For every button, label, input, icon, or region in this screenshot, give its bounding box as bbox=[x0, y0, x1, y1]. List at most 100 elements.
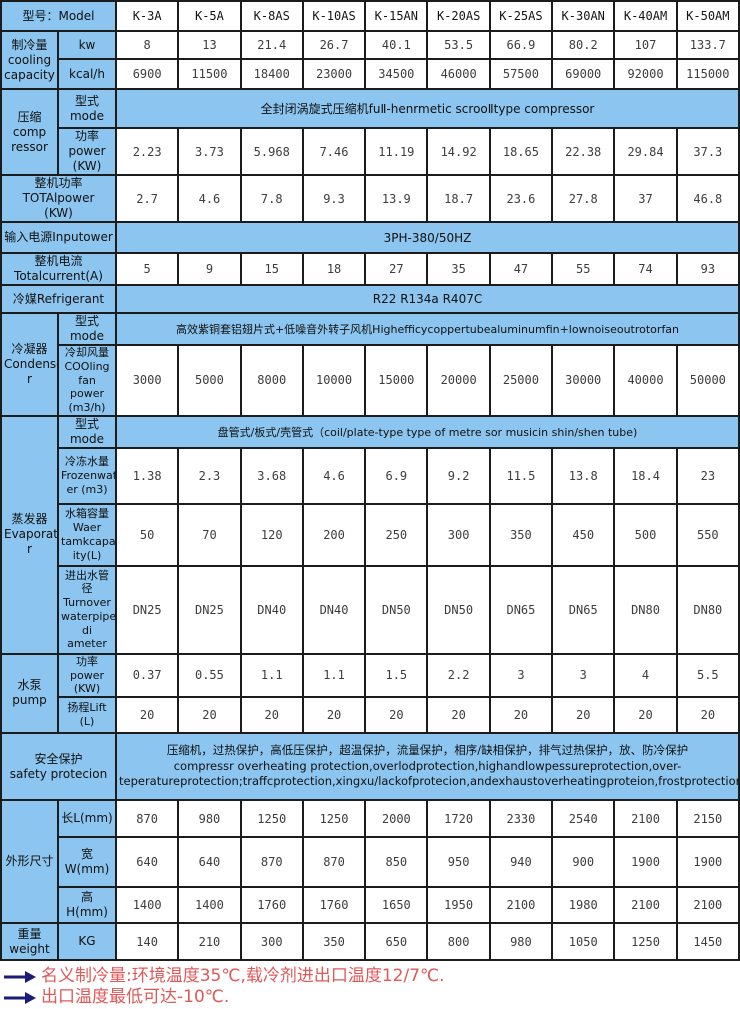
value-cell: 1250 bbox=[301, 799, 367, 838]
value-cell: 107 bbox=[613, 30, 678, 60]
footnote-text: 出口温度最低可达-10℃. bbox=[41, 987, 230, 1008]
model-header-cell: K-50AM bbox=[675, 0, 740, 32]
value-cell: 8000 bbox=[239, 344, 304, 417]
value-cell: 5.968 bbox=[239, 127, 304, 176]
value-cell: 1250 bbox=[239, 799, 304, 838]
value-cell: 1980 bbox=[551, 886, 616, 924]
value-cell: 870 bbox=[239, 836, 304, 888]
row-label-input-power: 输入电源Inputower bbox=[0, 221, 117, 254]
value-cell: 93 bbox=[675, 252, 740, 286]
value-cell: 18.65 bbox=[488, 127, 554, 176]
model-header-cell: K-8AS bbox=[239, 0, 304, 32]
value-cell: 2000 bbox=[364, 799, 429, 838]
value-cell: 6900 bbox=[114, 58, 180, 90]
value-cell: DN80 bbox=[675, 564, 740, 655]
value-cell: 11.5 bbox=[488, 446, 554, 505]
sub-label-compressor-power: 功率 power (KW) bbox=[57, 127, 117, 176]
value-cell: 4.6 bbox=[177, 174, 242, 223]
footnote-line: 名义制冷量:环境温度35℃,载冷剂进出口温度12/7℃. bbox=[4, 966, 740, 987]
value-cell: 23.6 bbox=[488, 174, 554, 223]
value-cell: 11500 bbox=[177, 58, 242, 90]
value-cell: 5.5 bbox=[675, 652, 740, 699]
footnotes: 名义制冷量:环境温度35℃,载冷剂进出口温度12/7℃. 出口温度最低可达-10… bbox=[0, 961, 740, 1009]
refrigerant-value: R22 R134a R407C bbox=[115, 284, 740, 314]
row-label-safety: 安全保护 safety protecion bbox=[0, 732, 117, 801]
value-cell: 120 bbox=[239, 502, 304, 567]
value-cell: 3.68 bbox=[239, 446, 304, 505]
model-header-cell: K-5A bbox=[177, 0, 242, 32]
group-label-compressor: 压缩 comp ressor bbox=[0, 88, 59, 176]
value-cell: 1900 bbox=[675, 836, 740, 888]
value-cell: 1760 bbox=[301, 886, 367, 924]
sub-label-width: 宽W(mm) bbox=[57, 836, 117, 888]
sub-label-evaporator-mode: 型式mode bbox=[57, 414, 117, 449]
sub-label-compressor-mode: 型式mode bbox=[57, 88, 117, 129]
value-cell: 1650 bbox=[364, 886, 429, 924]
value-cell: 1.1 bbox=[301, 652, 367, 699]
sub-label-pipe-diameter: 进出水管径 Turnover waterpipe di ameter bbox=[57, 564, 117, 655]
value-cell: 2100 bbox=[613, 799, 678, 838]
model-header-cell: K-15AN bbox=[364, 0, 429, 32]
value-cell: 3 bbox=[488, 652, 554, 699]
value-cell: 1.1 bbox=[239, 652, 304, 699]
value-cell: 940 bbox=[488, 836, 554, 888]
value-cell: 250 bbox=[364, 502, 429, 567]
value-cell: 4.6 bbox=[301, 446, 367, 505]
value-cell: 20 bbox=[177, 696, 242, 734]
value-cell: 20 bbox=[301, 696, 367, 734]
value-cell: 1.38 bbox=[114, 446, 180, 505]
sub-label-length: 长L(mm) bbox=[57, 799, 117, 838]
sub-label-frozen-water: 冷冻水量 Frozenwat er (m3) bbox=[57, 446, 117, 505]
value-cell: 18 bbox=[301, 252, 367, 286]
value-cell: 2.7 bbox=[114, 174, 180, 223]
value-cell: 2.2 bbox=[426, 652, 491, 699]
value-cell: 350 bbox=[488, 502, 554, 567]
value-cell: 57500 bbox=[488, 58, 554, 90]
value-cell: 870 bbox=[301, 836, 367, 888]
condenser-mode-value: 高效紫铜套铝翅片式+低噪音外转子风机Highefficycoppertubeal… bbox=[115, 312, 740, 346]
value-cell: 40.1 bbox=[364, 30, 429, 60]
value-cell: 18400 bbox=[239, 58, 304, 90]
evaporator-mode-value: 盘管式/板式/壳管式（coil/plate-type type of metre… bbox=[115, 414, 740, 449]
value-cell: 7.46 bbox=[301, 127, 367, 176]
value-cell: 1400 bbox=[114, 886, 180, 924]
value-cell: 69000 bbox=[551, 58, 616, 90]
model-header-cell: K-20AS bbox=[426, 0, 491, 32]
value-cell: 8 bbox=[114, 30, 180, 60]
input-power-value: 3PH-380/50HZ bbox=[115, 221, 740, 254]
value-cell: 47 bbox=[488, 252, 554, 286]
value-cell: 20 bbox=[239, 696, 304, 734]
model-header-cell: K-25AS bbox=[488, 0, 554, 32]
value-cell: 46.8 bbox=[675, 174, 740, 223]
value-cell: 2.23 bbox=[114, 127, 180, 176]
group-label-cooling-capacity: 制冷量 cooling capacity bbox=[0, 30, 59, 90]
sub-label-kw: kw bbox=[57, 30, 117, 60]
value-cell: 450 bbox=[551, 502, 616, 567]
value-cell: 200 bbox=[301, 502, 367, 567]
sub-label-condenser-mode: 型式mode bbox=[57, 312, 117, 346]
value-cell: 9.2 bbox=[426, 446, 491, 505]
value-cell: 9.3 bbox=[301, 174, 367, 223]
value-cell: 30000 bbox=[551, 344, 616, 417]
value-cell: 3.73 bbox=[177, 127, 242, 176]
value-cell: 115000 bbox=[675, 58, 740, 90]
value-cell: 20 bbox=[613, 696, 678, 734]
value-cell: 900 bbox=[551, 836, 616, 888]
value-cell: 34500 bbox=[364, 58, 429, 90]
value-cell: 640 bbox=[114, 836, 180, 888]
value-cell: 0.55 bbox=[177, 652, 242, 699]
value-cell: 20 bbox=[426, 696, 491, 734]
value-cell: 2100 bbox=[488, 886, 554, 924]
value-cell: 4 bbox=[613, 652, 678, 699]
value-cell: 23 bbox=[675, 446, 740, 505]
value-cell: 950 bbox=[426, 836, 491, 888]
group-label-condenser: 冷凝器 Condense r bbox=[0, 312, 59, 417]
value-cell: 29.84 bbox=[613, 127, 678, 176]
spec-table: 型号：Model K-3A K-5A K-8AS K-10AS K-15AN K-20AS… bbox=[0, 0, 740, 961]
compressor-mode-value: 全封闭涡旋式压缩机fuⅡ-henrmetic scrooⅡtype compre… bbox=[115, 88, 740, 129]
value-cell: 20 bbox=[551, 696, 616, 734]
value-cell: DN40 bbox=[239, 564, 304, 655]
value-cell: DN80 bbox=[613, 564, 678, 655]
model-header-cell: K-3A bbox=[114, 0, 180, 32]
value-cell: 9 bbox=[177, 252, 242, 286]
